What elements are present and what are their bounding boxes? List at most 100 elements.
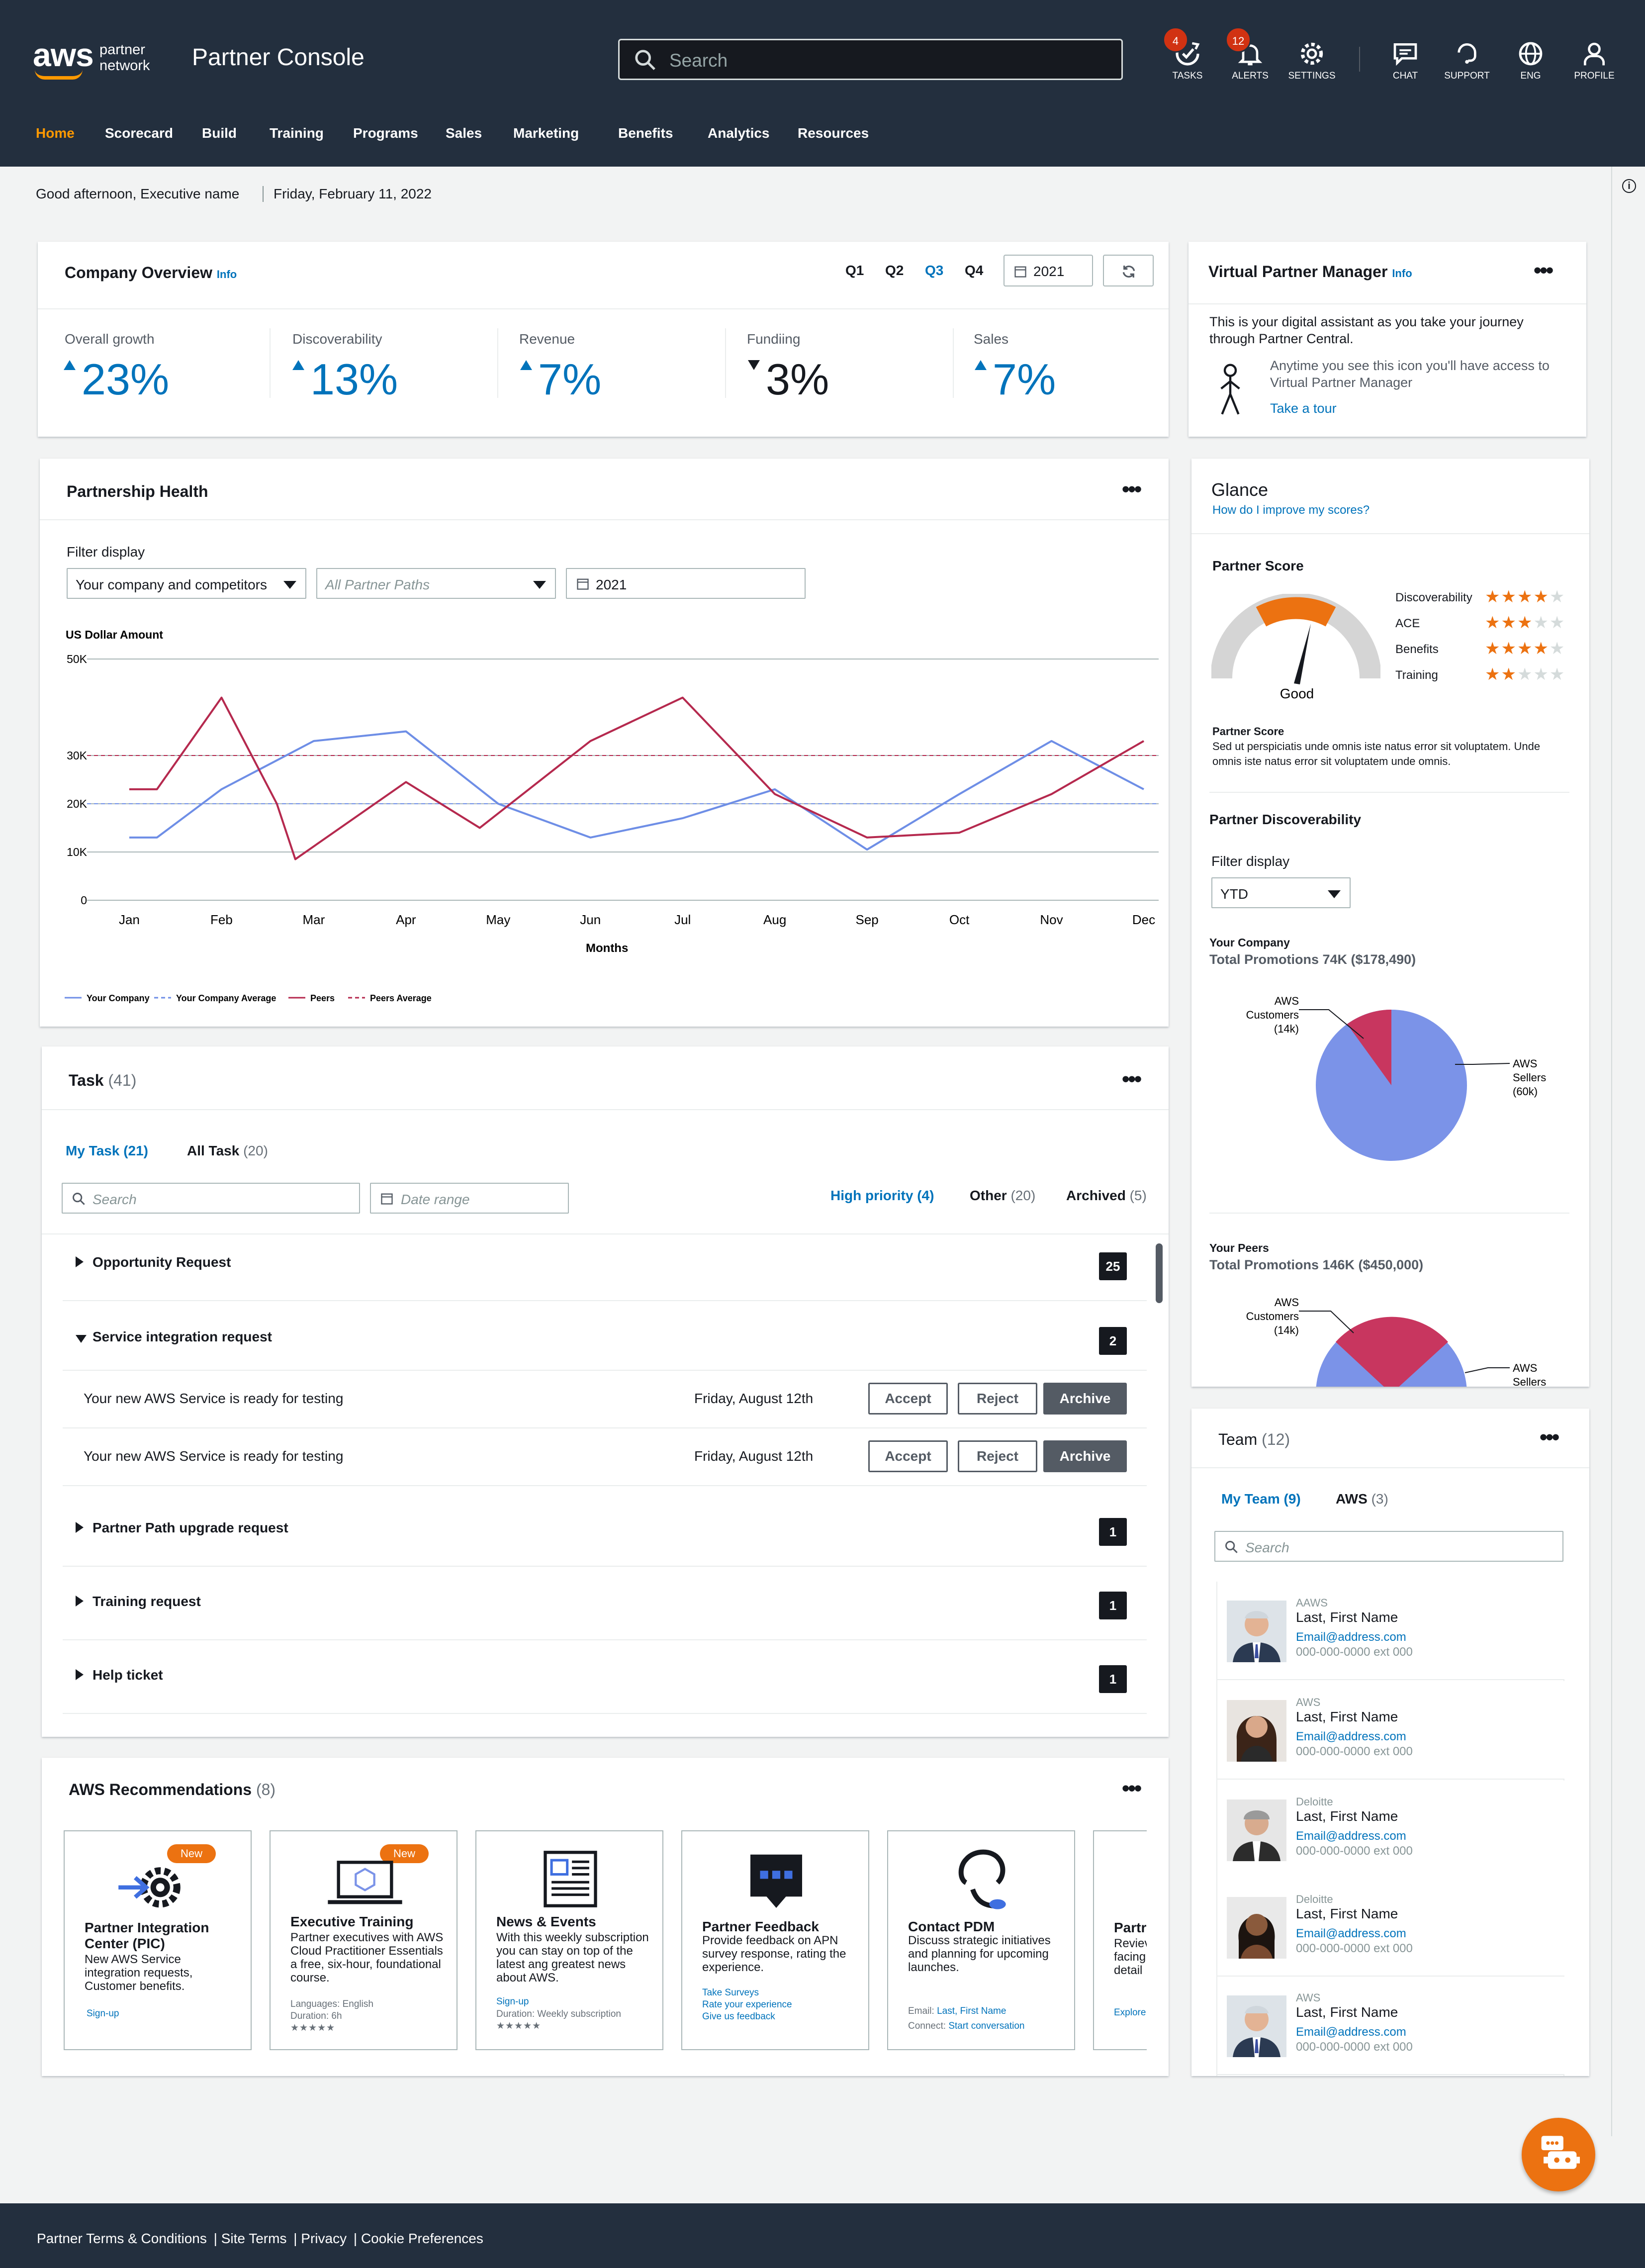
side-info-panel	[1611, 167, 1645, 2136]
quarter-tab-q1[interactable]: Q1	[845, 263, 864, 278]
info-icon[interactable]: i	[1622, 179, 1636, 193]
partner-paths-select[interactable]: All Partner Paths	[316, 568, 556, 599]
quarter-tab-q2[interactable]: Q2	[885, 263, 904, 278]
nav-programs[interactable]: Programs	[353, 125, 418, 141]
aws-logo[interactable]: aws	[33, 36, 94, 73]
nav-build[interactable]: Build	[202, 125, 237, 141]
settings-button[interactable]: SETTINGS	[1288, 40, 1336, 82]
start-conversation-link[interactable]: Start conversation	[948, 2021, 1025, 2031]
nav-benefits[interactable]: Benefits	[618, 125, 673, 141]
take-surveys-link[interactable]: Take Surveys	[702, 1987, 759, 1998]
footer-privacy-link[interactable]: Privacy	[301, 2231, 347, 2246]
support-button[interactable]: SUPPORT	[1443, 40, 1491, 82]
language-button[interactable]: ENG	[1507, 40, 1554, 82]
global-search-input[interactable]: Search	[618, 39, 1123, 80]
rec-card-news-events[interactable]: News & Events With this weekly subscript…	[475, 1830, 663, 2050]
rec-card-partial[interactable]: Partr Reviev facing detail Explore	[1093, 1830, 1147, 2050]
task-list-scrollbar[interactable]	[1156, 1243, 1163, 1303]
nav-marketing[interactable]: Marketing	[513, 125, 579, 141]
nav-analytics[interactable]: Analytics	[708, 125, 770, 141]
quarter-tab-q3[interactable]: Q3	[925, 263, 944, 278]
team-member[interactable]: AWS Last, First Name Email@address.com 0…	[1217, 1977, 1564, 2075]
signup-link[interactable]: Sign-up	[496, 1996, 529, 2007]
team-member[interactable]: AWS Last, First Name Email@address.com 0…	[1217, 1681, 1564, 1780]
rec-card-partner-feedback[interactable]: Partner Feedback Provide feedback on APN…	[681, 1830, 869, 2050]
reject-button[interactable]: Reject	[958, 1383, 1037, 1415]
headset-icon	[958, 1849, 1006, 1909]
member-email-link[interactable]: Email@address.com	[1296, 1829, 1406, 1843]
more-options-icon[interactable]: •••	[1122, 1067, 1142, 1091]
member-email-link[interactable]: Email@address.com	[1296, 1927, 1406, 1940]
chat-button[interactable]: CHAT	[1381, 40, 1429, 82]
more-options-icon[interactable]: •••	[1122, 1776, 1142, 1800]
rec-card-contact-pdm[interactable]: Contact PDM Discuss strategic initiative…	[887, 1830, 1075, 2050]
nav-scorecard[interactable]: Scorecard	[105, 125, 173, 141]
team-member[interactable]: Deloitte Last, First Name Email@address.…	[1217, 1878, 1564, 1977]
signup-link[interactable]: Sign-up	[87, 2008, 119, 2019]
improve-scores-link[interactable]: How do I improve my scores?	[1212, 503, 1370, 517]
archive-button[interactable]: Archive	[1043, 1383, 1127, 1415]
rec-languages: Languages: English	[290, 1999, 373, 2009]
nav-home[interactable]: Home	[36, 125, 75, 141]
year-picker[interactable]: 2021	[1004, 255, 1093, 286]
rec-card-pic[interactable]: New Partner Integration Center (PIC) New…	[64, 1830, 252, 2050]
profile-button[interactable]: PROFILE	[1570, 40, 1618, 82]
nav-resources[interactable]: Resources	[798, 125, 869, 141]
company-filter-select[interactable]: Your company and competitors	[67, 568, 306, 599]
quarter-tab-q4[interactable]: Q4	[965, 263, 984, 278]
card-divider	[1191, 533, 1589, 534]
task-search-input[interactable]: Search	[62, 1183, 360, 1214]
filter-archived[interactable]: Archived (5)	[1066, 1188, 1147, 1203]
tab-all-task[interactable]: All Task (20)	[187, 1143, 268, 1158]
pdm-email-link[interactable]: Last, First Name	[937, 2006, 1006, 2016]
accept-button[interactable]: Accept	[868, 1383, 948, 1415]
year-filter-input[interactable]: 2021	[566, 568, 806, 599]
team-member[interactable]: AAWS Last, First Name Email@address.com …	[1217, 1582, 1564, 1680]
member-email-link[interactable]: Email@address.com	[1296, 1630, 1406, 1644]
nav-sales[interactable]: Sales	[446, 125, 482, 141]
task-group-opportunity[interactable]: Opportunity Request 25	[63, 1231, 1147, 1301]
archive-button[interactable]: Archive	[1043, 1440, 1127, 1472]
alerts-button[interactable]: 12 ALERTS	[1225, 27, 1274, 82]
member-email-link[interactable]: Email@address.com	[1296, 1730, 1406, 1743]
task-group-training[interactable]: Training request 1	[63, 1571, 1147, 1640]
take-tour-link[interactable]: Take a tour	[1270, 401, 1337, 416]
footer-terms-link[interactable]: Partner Terms & Conditions	[37, 2231, 207, 2246]
task-date-range-input[interactable]: Date range	[370, 1183, 569, 1214]
accept-button[interactable]: Accept	[868, 1440, 948, 1472]
refresh-button[interactable]	[1103, 255, 1154, 286]
reject-button[interactable]: Reject	[958, 1440, 1037, 1472]
tab-aws-team[interactable]: AWS (3)	[1336, 1491, 1388, 1507]
filter-high-priority[interactable]: High priority (4)	[830, 1188, 934, 1203]
filter-other[interactable]: Other (20)	[970, 1188, 1036, 1203]
rate-experience-link[interactable]: Rate your experience	[702, 1999, 792, 2010]
tab-my-team[interactable]: My Team (9)	[1221, 1491, 1301, 1507]
member-email-link[interactable]: Email@address.com	[1296, 2025, 1406, 2039]
info-link[interactable]: Info	[1392, 267, 1412, 280]
x-tick-label: May	[486, 912, 510, 927]
more-options-icon[interactable]: •••	[1122, 477, 1142, 501]
team-member[interactable]: Deloitte Last, First Name Email@address.…	[1217, 1781, 1564, 1879]
task-group-help-ticket[interactable]: Help ticket 1	[63, 1644, 1147, 1714]
task-group-service-integration[interactable]: Service integration request 2	[63, 1306, 1147, 1371]
tab-my-task[interactable]: My Task (21)	[66, 1143, 148, 1158]
chevron-down-icon	[283, 581, 296, 589]
task-search-placeholder: Search	[92, 1192, 137, 1207]
rec-title: Partner Feedback	[702, 1919, 819, 1934]
explore-link[interactable]: Explore	[1114, 2007, 1146, 2018]
more-options-icon[interactable]: •••	[1534, 258, 1554, 283]
rec-card-executive-training[interactable]: New Executive Training Partner executive…	[270, 1830, 457, 2050]
info-link[interactable]: Info	[216, 268, 237, 281]
footer-cookie-link[interactable]: Cookie Preferences	[361, 2231, 483, 2246]
tasks-button[interactable]: 4 TASKS	[1163, 27, 1211, 82]
app-title: Partner Console	[192, 44, 365, 71]
nav-training[interactable]: Training	[270, 125, 324, 141]
rating-label: ACE	[1395, 617, 1420, 630]
team-search-input[interactable]: Search	[1214, 1531, 1563, 1562]
virtual-assistant-button[interactable]	[1522, 2118, 1595, 2191]
ytd-filter-select[interactable]: YTD	[1211, 877, 1351, 908]
footer-site-terms-link[interactable]: Site Terms	[221, 2231, 287, 2246]
task-group-partner-path[interactable]: Partner Path upgrade request 1	[63, 1497, 1147, 1567]
more-options-icon[interactable]: •••	[1540, 1425, 1559, 1449]
give-feedback-link[interactable]: Give us feedback	[702, 2011, 775, 2022]
